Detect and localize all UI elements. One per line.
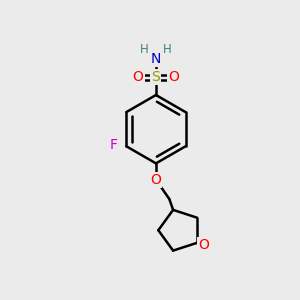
Text: H: H	[163, 43, 172, 56]
Text: O: O	[168, 70, 179, 84]
Text: O: O	[151, 173, 161, 187]
Text: S: S	[152, 70, 160, 84]
Text: O: O	[198, 238, 209, 252]
Text: H: H	[140, 43, 149, 56]
Text: N: N	[151, 52, 161, 66]
Text: O: O	[133, 70, 143, 84]
Text: F: F	[110, 138, 118, 152]
